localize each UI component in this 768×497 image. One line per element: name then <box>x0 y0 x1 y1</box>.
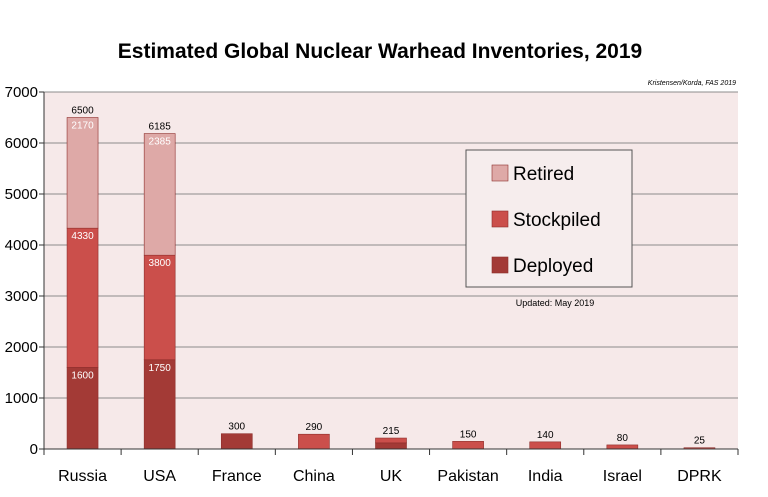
legend-swatch <box>491 210 509 228</box>
source-credit: Kristensen/Korda, FAS 2019 <box>648 80 736 87</box>
bar-segment-stockpiled <box>375 437 407 444</box>
legend: Retired Stockpiled Deployed <box>465 149 633 288</box>
total-label: 6185 <box>149 122 172 133</box>
bar-segment-stockpiled <box>66 227 99 368</box>
bar-segment-stockpiled <box>606 444 639 450</box>
total-label: 25 <box>694 436 706 447</box>
y-tick-label: 3000 <box>5 288 38 305</box>
legend-label: Stockpiled <box>513 210 601 231</box>
bar-segment-stockpiled <box>529 441 562 450</box>
x-tick-label: China <box>293 468 335 485</box>
y-tick-label: 7000 <box>5 84 38 101</box>
total-label: 150 <box>460 429 477 440</box>
bars: 1600 4330 2170 6500 1750 3800 2385 6185 300 290 21… <box>66 106 716 450</box>
bar-segment-retired <box>66 117 99 229</box>
updated-note: Updated: May 2019 <box>516 298 595 308</box>
total-label: 6500 <box>71 106 94 117</box>
x-tick-label: Pakistan <box>437 468 498 485</box>
x-tick-label: Russia <box>58 468 107 485</box>
bar-segment-deployed <box>375 442 407 450</box>
legend-label: Deployed <box>513 256 593 277</box>
bar-segment-stockpiled <box>143 254 176 361</box>
x-tick-label: France <box>212 468 262 485</box>
x-tick-label: DPRK <box>677 468 722 485</box>
y-tick-label: 5000 <box>5 186 38 203</box>
y-tick-label: 6000 <box>5 135 38 152</box>
total-label: 290 <box>306 422 323 433</box>
segment-label: 2385 <box>149 137 172 148</box>
total-label: 80 <box>617 433 629 444</box>
x-axis: Russia USA France China UK Pakistan India Israe… <box>43 448 739 485</box>
segment-label: 2170 <box>71 121 94 132</box>
segment-label: 4330 <box>71 231 94 242</box>
total-label: 215 <box>383 426 400 437</box>
y-tick-label: 1000 <box>5 390 38 407</box>
x-tick-label: UK <box>380 468 403 485</box>
bar-segment-deployed <box>143 359 176 450</box>
y-axis: 0 1000 2000 3000 4000 5000 6000 7000 <box>5 84 45 458</box>
chart-title: Estimated Global Nuclear Warhead Invento… <box>118 40 642 63</box>
x-tick-label: USA <box>143 468 176 485</box>
segment-label: 1600 <box>71 370 94 381</box>
legend-swatch <box>491 256 509 274</box>
bar-segment-deployed <box>220 433 253 450</box>
segment-label: 3800 <box>149 258 172 269</box>
x-tick-label: India <box>528 468 563 485</box>
legend-label: Retired <box>513 164 574 185</box>
total-label: 300 <box>228 422 245 433</box>
bar-segment-stockpiled <box>452 441 484 450</box>
bar-segment-retired <box>143 133 176 256</box>
y-tick-label: 2000 <box>5 339 38 356</box>
total-label: 140 <box>537 430 554 441</box>
y-tick-label: 4000 <box>5 237 38 254</box>
legend-swatch <box>491 164 509 182</box>
x-tick-label: Israel <box>603 468 642 485</box>
bar-segment-stockpiled <box>298 433 330 450</box>
segment-label: 1750 <box>149 363 172 374</box>
y-tick-label: 0 <box>30 441 38 458</box>
